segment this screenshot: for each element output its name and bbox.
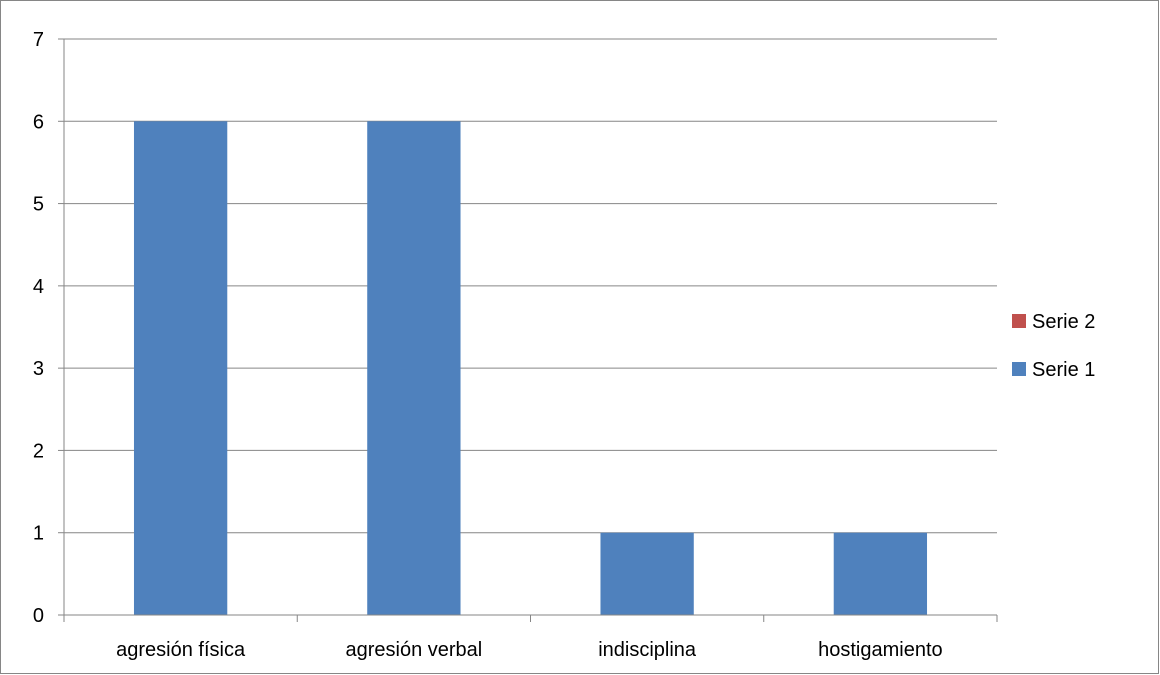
x-category-label: indisciplina	[598, 639, 697, 661]
legend-swatch-serie-1	[1012, 362, 1026, 376]
y-tick-label: 2	[33, 440, 44, 462]
y-tick-labels: 0 1 2 3 4 5 6 7	[33, 29, 44, 627]
y-tick-label: 5	[33, 194, 44, 216]
legend-label-serie-1: Serie 1	[1032, 359, 1095, 381]
y-tick-label: 1	[33, 523, 44, 545]
x-category-label: agresión física	[116, 639, 246, 661]
bar-serie-1	[367, 121, 461, 616]
axes	[58, 38, 998, 622]
bars	[133, 121, 928, 616]
x-category-label: hostigamiento	[818, 639, 943, 661]
y-tick-label: 4	[33, 276, 44, 298]
legend-swatch-serie-2	[1012, 314, 1026, 328]
y-tick-label: 0	[33, 605, 44, 627]
x-category-label: agresión verbal	[346, 639, 483, 661]
legend-label-serie-2: Serie 2	[1032, 311, 1095, 333]
legend: Serie 2 Serie 1	[1012, 311, 1095, 381]
y-tick-label: 3	[33, 358, 44, 380]
y-tick-label: 7	[33, 29, 44, 51]
y-tick-label: 6	[33, 111, 44, 133]
bar-serie-1	[833, 532, 928, 615]
bar-serie-1	[133, 121, 228, 616]
bar-serie-1	[600, 532, 694, 615]
x-tick-labels: agresión física agresión verbal indiscipli…	[116, 639, 943, 661]
